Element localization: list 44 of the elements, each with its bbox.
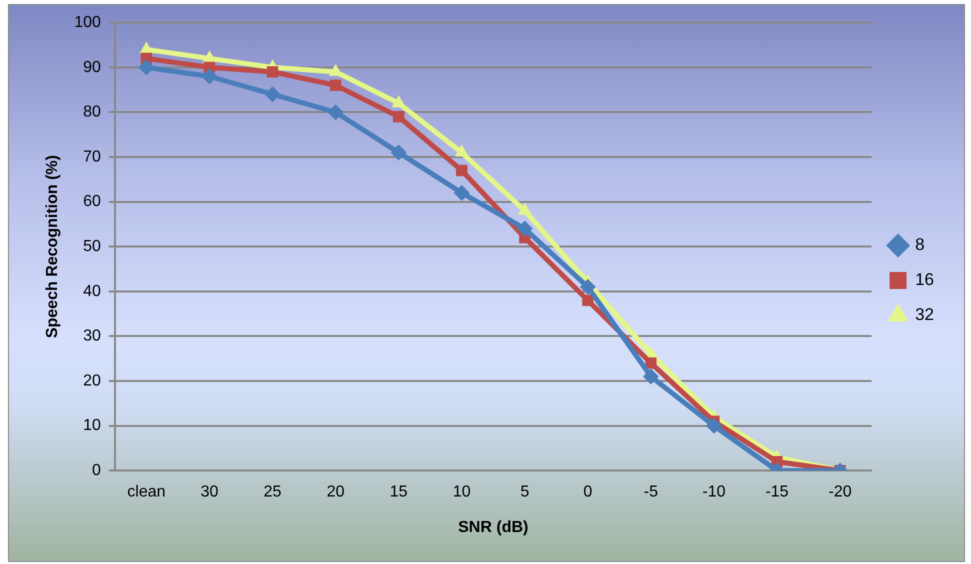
point [138, 59, 154, 76]
x-tick-label: 10 [452, 484, 471, 501]
y-tick-label: 50 [83, 238, 101, 256]
x-tick-label: 20 [326, 484, 345, 501]
y-tick-label: 90 [83, 58, 101, 76]
x-tick-label: -15 [765, 484, 789, 501]
point [642, 368, 659, 385]
point [456, 164, 468, 176]
legend-label: 32 [915, 305, 934, 324]
point [454, 184, 470, 201]
point [390, 144, 407, 161]
x-tick-label: 25 [264, 484, 282, 501]
x-tick-label: -10 [702, 484, 726, 501]
y-tick-label: 70 [83, 148, 101, 166]
y-tick-label: 60 [83, 193, 101, 210]
point [582, 294, 594, 306]
y-axis-title: Speech Recognition (%) [44, 155, 62, 338]
x-tick-label: 0 [583, 484, 592, 501]
point [580, 278, 596, 295]
y-tick-label: 40 [83, 282, 101, 300]
x-tick-label: 5 [520, 484, 530, 501]
x-tick-label: -5 [644, 484, 658, 501]
point [264, 86, 281, 102]
point [201, 68, 218, 84]
point [393, 111, 404, 122]
y-tick-label: 20 [83, 372, 101, 390]
x-axis-title: SNR (dB) [458, 518, 528, 536]
y-tick-label: 0 [92, 462, 101, 480]
point [645, 357, 657, 369]
x-tick-label: clean [127, 484, 166, 501]
y-tick-label: 100 [74, 14, 101, 32]
point [516, 220, 533, 237]
legend-label: 8 [915, 235, 925, 254]
point [266, 66, 278, 78]
point [706, 418, 722, 434]
point [328, 104, 344, 120]
y-tick-label: 80 [83, 104, 101, 121]
point [330, 80, 342, 91]
legend-label: 16 [915, 270, 934, 290]
x-tick-label: 30 [200, 484, 218, 501]
x-tick-label: -20 [828, 484, 852, 501]
y-tick-label: 10 [83, 417, 101, 434]
x-tick-label: 15 [390, 484, 408, 501]
y-tick-label: 30 [83, 328, 101, 345]
